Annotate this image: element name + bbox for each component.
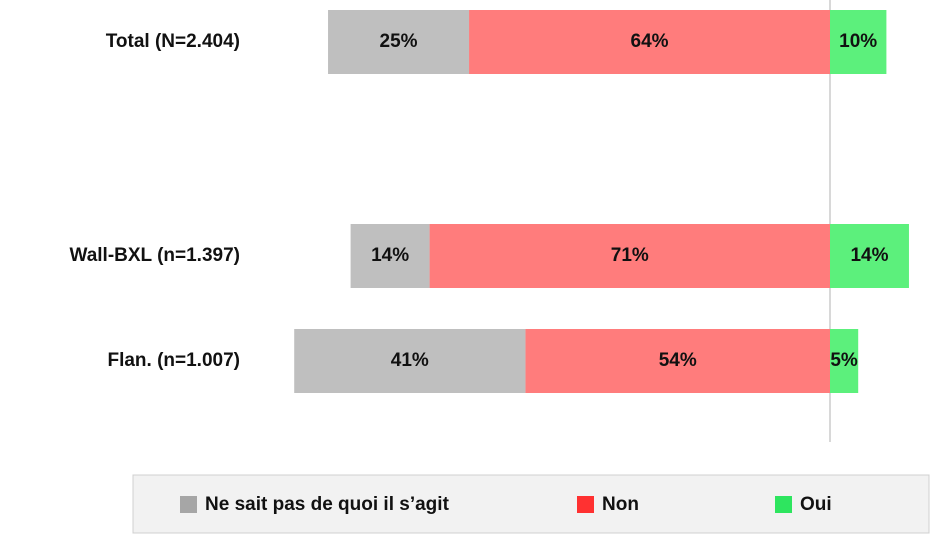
- value-label: 41%: [391, 350, 429, 371]
- legend-swatch: [577, 496, 594, 513]
- bar-segment: [350, 224, 430, 288]
- bar-segment: [830, 329, 859, 393]
- bar-segment: [830, 10, 887, 74]
- legend-label: Ne sait pas de quoi il s’agit: [205, 494, 450, 515]
- value-label: 10%: [839, 31, 877, 52]
- value-label: 14%: [850, 245, 888, 266]
- legend-label: Oui: [800, 494, 832, 515]
- legend-label: Non: [602, 494, 639, 515]
- value-label: 71%: [611, 245, 649, 266]
- bar-segment: [830, 224, 909, 288]
- legend-swatch: [180, 496, 197, 513]
- value-label: 5%: [830, 350, 858, 371]
- bar-segment: [294, 329, 526, 393]
- value-label: 25%: [380, 31, 418, 52]
- category-label: Total (N=2.404): [106, 31, 240, 52]
- bar-segment: [328, 10, 470, 74]
- category-label: Flan. (n=1.007): [107, 350, 240, 371]
- bar-segment: [525, 329, 830, 393]
- value-label: 14%: [371, 245, 409, 266]
- bar-segment: [429, 224, 830, 288]
- value-label: 64%: [631, 31, 669, 52]
- value-label: 54%: [659, 350, 697, 371]
- bar-segment: [469, 10, 830, 74]
- legend-box: [132, 474, 930, 534]
- legend-swatch: [775, 496, 792, 513]
- category-label: Wall-BXL (n=1.397): [69, 245, 240, 266]
